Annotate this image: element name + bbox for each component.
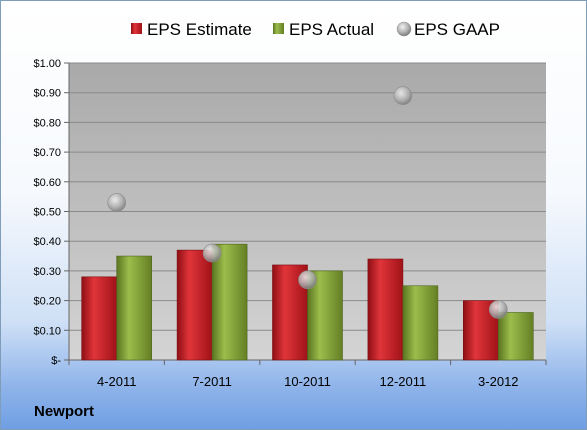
y-tick-label: $0.20 — [33, 296, 61, 308]
point-eps-gaap — [393, 86, 413, 105]
x-tick-label: 10-2011 — [284, 374, 331, 389]
point-eps-gaap — [298, 270, 317, 290]
company-name: Newport — [34, 403, 94, 420]
y-tick-label: $- — [51, 355, 61, 367]
legend: EPS Estimate EPS Actual EPS GAAP — [131, 20, 500, 39]
y-tick-label: $1.00 — [33, 58, 61, 70]
y-tick-label: $0.70 — [33, 147, 61, 159]
point-eps-gaap — [202, 243, 222, 263]
point-eps-gaap — [488, 300, 508, 319]
bar-eps-actual — [211, 243, 248, 361]
bar-eps-estimate — [81, 276, 117, 361]
legend-marker — [131, 23, 142, 34]
y-tick-label: $0.10 — [33, 325, 61, 337]
legend-marker — [396, 21, 412, 37]
point-eps-gaap — [107, 193, 126, 212]
bar-eps-actual — [497, 312, 534, 361]
x-tick-label: 7-2011 — [192, 374, 232, 389]
y-tick-label: $0.90 — [33, 88, 61, 100]
legend-label: EPS GAAP — [414, 20, 500, 39]
y-tick-label: $0.80 — [33, 117, 61, 129]
y-tick-label: $0.40 — [33, 236, 61, 248]
y-tick-label: $0.50 — [33, 207, 61, 219]
x-tick-label: 12-2011 — [380, 374, 427, 389]
bar-eps-estimate — [176, 249, 213, 361]
y-tick-label: $0.30 — [33, 266, 61, 278]
legend-label: EPS Actual — [289, 20, 374, 39]
y-tick-label: $0.60 — [33, 177, 61, 189]
x-tick-label: 4-2011 — [97, 374, 137, 389]
bar-eps-estimate — [367, 258, 404, 361]
x-tick-label: 3-2012 — [478, 374, 518, 389]
bar-eps-actual — [116, 255, 152, 361]
bar-eps-actual — [402, 285, 439, 361]
legend-marker — [273, 23, 284, 34]
legend-label: EPS Estimate — [147, 20, 252, 39]
